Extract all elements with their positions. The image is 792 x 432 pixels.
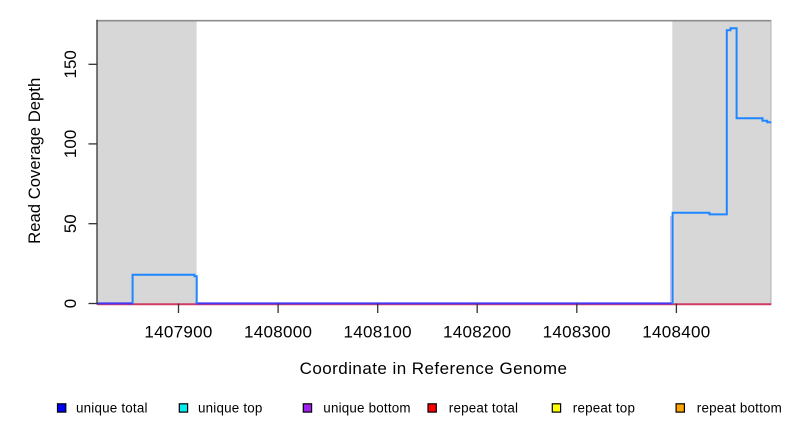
svg-text:1408400: 1408400 [642,323,710,342]
svg-text:50: 50 [61,214,80,233]
svg-text:repeat top: repeat top [573,401,635,416]
svg-text:1408000: 1408000 [244,323,312,342]
svg-text:1407900: 1407900 [144,323,212,342]
svg-text:unique bottom: unique bottom [323,401,410,416]
svg-text:1408200: 1408200 [443,323,511,342]
svg-text:Read Coverage Depth: Read Coverage Depth [25,78,44,244]
svg-text:unique top: unique top [198,401,263,416]
svg-text:150: 150 [61,50,80,78]
svg-text:0: 0 [61,299,80,308]
svg-text:1408100: 1408100 [344,323,412,342]
svg-text:100: 100 [61,130,80,158]
svg-text:unique total: unique total [76,401,148,416]
svg-text:1408300: 1408300 [543,323,611,342]
svg-text:repeat total: repeat total [449,401,518,416]
svg-text:repeat bottom: repeat bottom [697,401,782,416]
svg-text:Coordinate in Reference Genome: Coordinate in Reference Genome [300,359,568,378]
